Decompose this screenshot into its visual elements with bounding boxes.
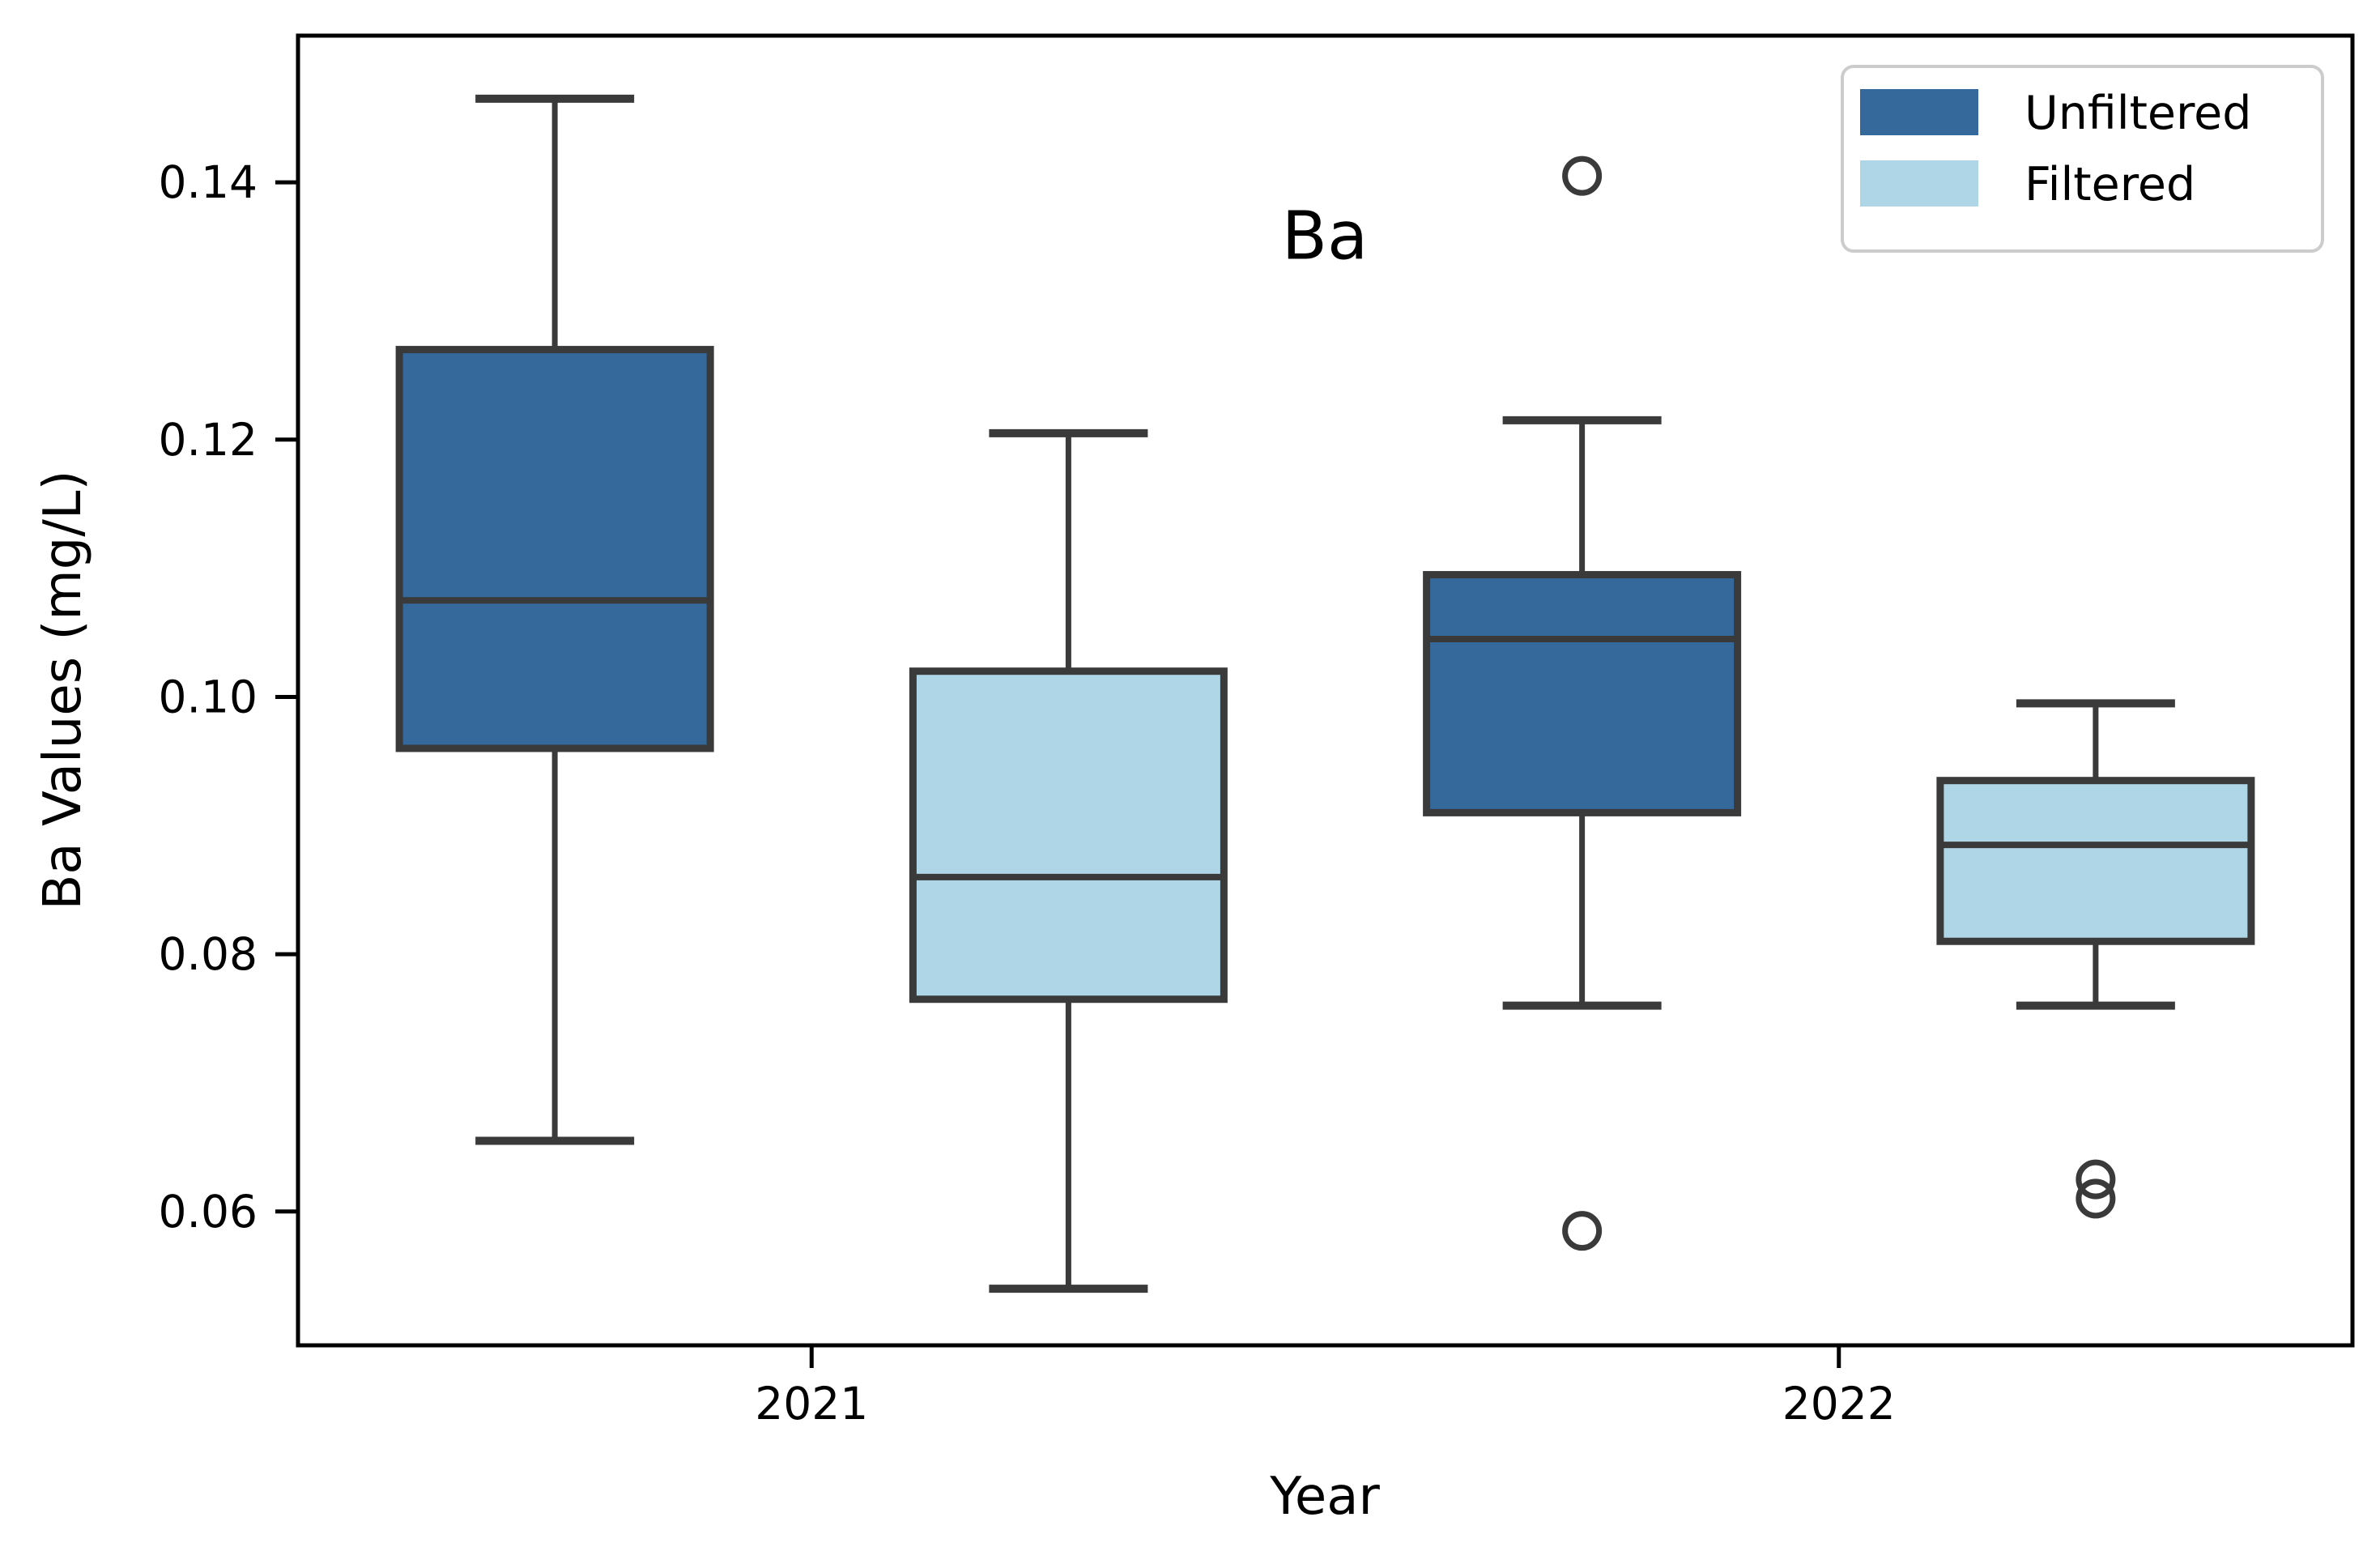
outlier-point xyxy=(2076,1159,2116,1200)
outlier-point xyxy=(1562,1211,1603,1251)
y-tick-label: 0.06 xyxy=(159,1186,258,1238)
iqr-box xyxy=(1936,777,2255,945)
iqr-box xyxy=(395,346,714,752)
box-2022-filtered xyxy=(1936,699,2255,1219)
outlier-point xyxy=(1562,156,1603,196)
chart-title: Ba xyxy=(1282,198,1369,275)
plot-border xyxy=(296,33,2355,1348)
legend-swatch-unfiltered xyxy=(1860,89,1978,135)
x-axis-label: Year xyxy=(1269,1467,1380,1527)
y-tick-label: 0.12 xyxy=(159,414,258,466)
y-axis-ticks: 0.14 0.12 0.10 0.08 0.06 xyxy=(159,156,298,1238)
box-series xyxy=(395,94,2255,1293)
legend: Unfiltered Filtered xyxy=(1841,65,2324,253)
legend-label-filtered: Filtered xyxy=(2024,158,2195,211)
box-2022-unfiltered xyxy=(1423,156,1742,1251)
legend-label-unfiltered: Unfiltered xyxy=(2024,87,2251,140)
box-2021-filtered xyxy=(909,428,1228,1293)
x-tick-label: 2022 xyxy=(1782,1378,1896,1430)
x-axis-ticks: 2021 2022 xyxy=(755,1345,1896,1430)
y-tick-label: 0.10 xyxy=(159,671,258,722)
iqr-box xyxy=(909,667,1228,1004)
box-2021-unfiltered xyxy=(395,94,714,1145)
x-tick-label: 2021 xyxy=(755,1378,868,1430)
iqr-box xyxy=(1423,571,1742,816)
y-tick-label: 0.14 xyxy=(159,156,258,208)
y-axis-label: Ba Values (mg/L) xyxy=(33,470,93,910)
y-tick-label: 0.08 xyxy=(159,928,258,980)
outlier-point xyxy=(2076,1178,2116,1219)
legend-swatch-filtered xyxy=(1860,160,1978,207)
